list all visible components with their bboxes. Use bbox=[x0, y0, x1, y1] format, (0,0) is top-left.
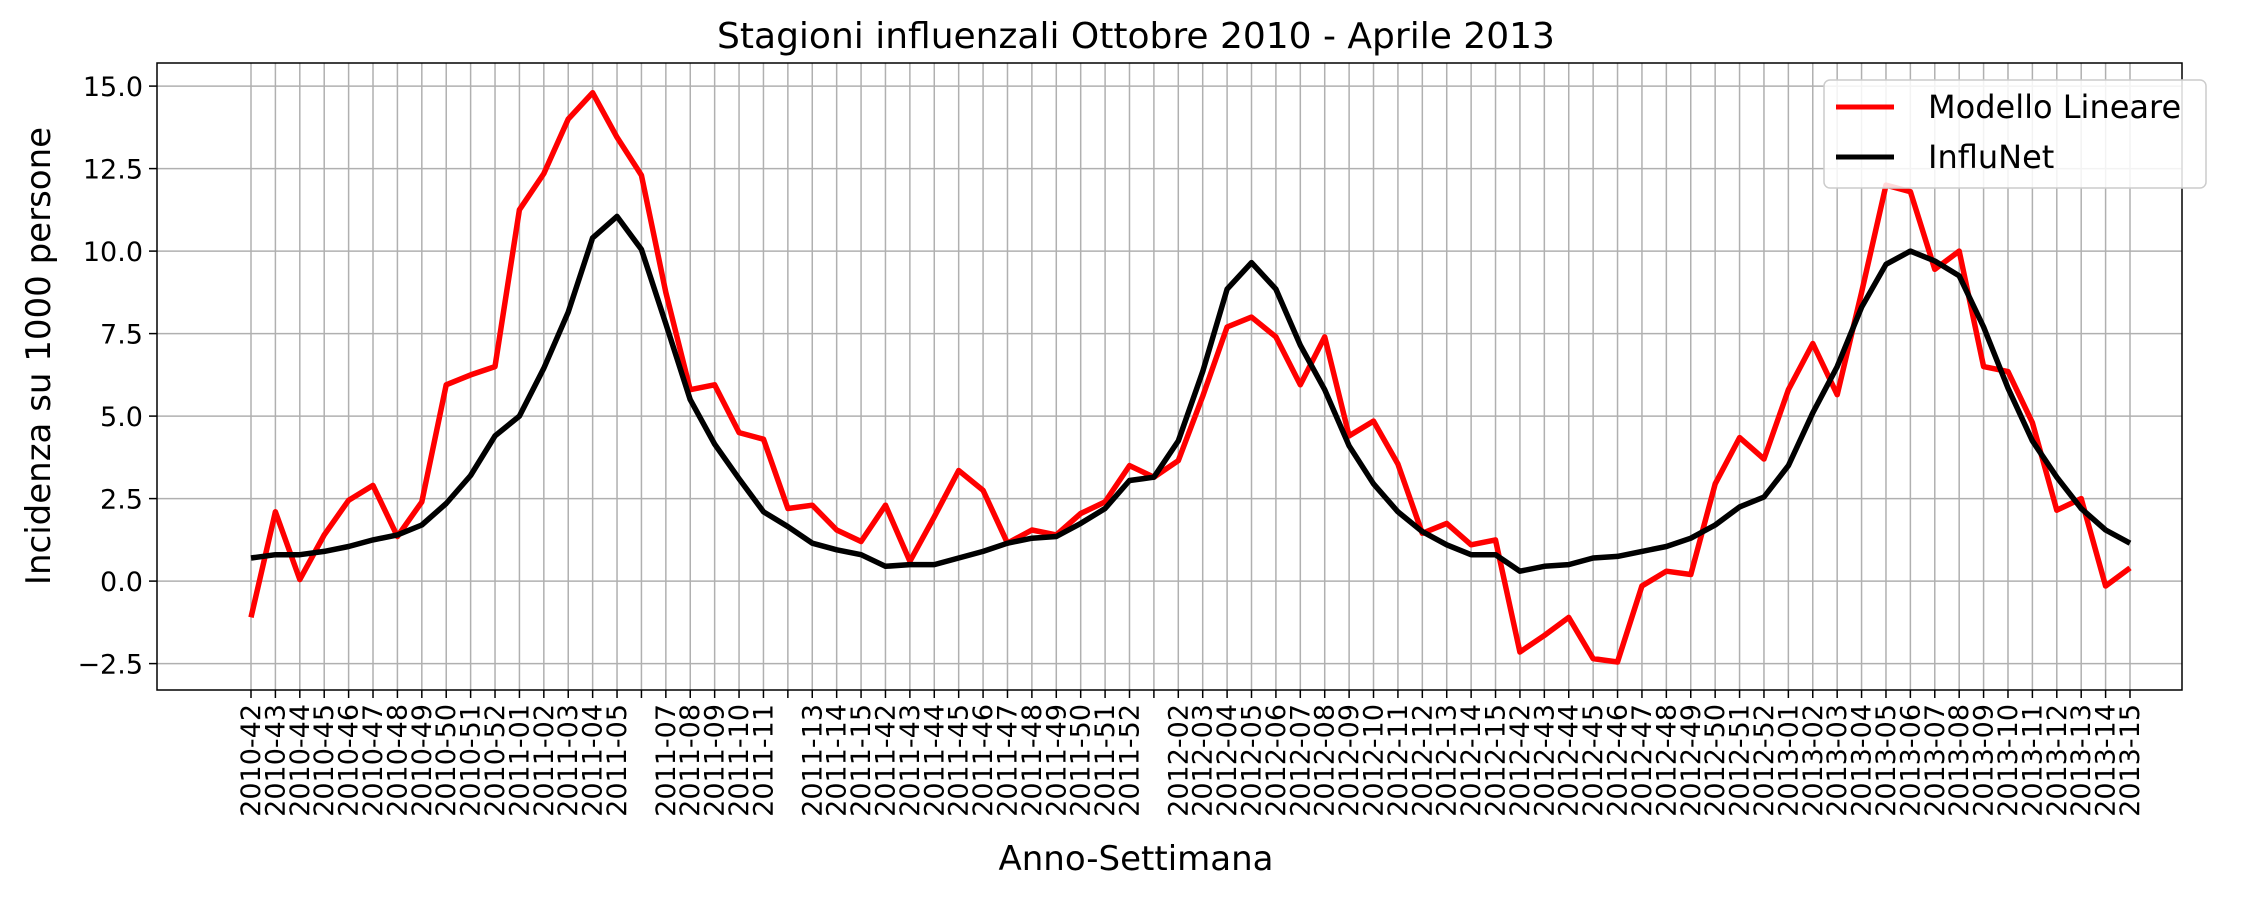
x-tick-label-2011-04: 2011-04 bbox=[578, 704, 609, 817]
x-tick-label-2011-03: 2011-03 bbox=[553, 704, 584, 817]
x-tick-label-2013-13: 2013-13 bbox=[2066, 704, 2097, 817]
series-lines bbox=[248, 89, 2132, 665]
x-tick-label-2011-02: 2011-02 bbox=[529, 704, 560, 817]
x-tick-label-2011-11: 2011-11 bbox=[748, 704, 779, 817]
x-tick-label-2011-08: 2011-08 bbox=[675, 704, 706, 817]
x-tick-label-2010-45: 2010-45 bbox=[309, 704, 340, 817]
x-tick-label-2013-04: 2013-04 bbox=[1847, 704, 1878, 817]
x-tick-label-2011-14: 2011-14 bbox=[822, 704, 853, 817]
x-tick-label-2013-11: 2013-11 bbox=[2017, 704, 2048, 817]
y-tick-label-3: 5.0 bbox=[100, 402, 143, 433]
x-tick-label-2012-02: 2012-02 bbox=[1163, 704, 1194, 817]
x-tick-label-2012-14: 2012-14 bbox=[1456, 704, 1487, 817]
x-tick-label-2011-09: 2011-09 bbox=[700, 704, 731, 817]
x-tick-label-2012-15: 2012-15 bbox=[1481, 704, 1512, 817]
y-tick-label-4: 7.5 bbox=[100, 320, 143, 351]
x-tick-label-2012-44: 2012-44 bbox=[1554, 704, 1585, 817]
plot-area-border bbox=[156, 62, 2183, 691]
x-tick-label-2012-04: 2012-04 bbox=[1212, 704, 1243, 817]
x-tick-label-2012-03: 2012-03 bbox=[1188, 704, 1219, 817]
y-axis-title: Incidenza su 1000 persone bbox=[19, 127, 59, 585]
x-tick-label-2011-15: 2011-15 bbox=[846, 704, 877, 817]
series-line-modello-lineare bbox=[248, 89, 2132, 665]
x-tick-label-2011-44: 2011-44 bbox=[919, 704, 950, 817]
x-tick-label-2012-46: 2012-46 bbox=[1603, 704, 1634, 817]
x-tick-label-2012-07: 2012-07 bbox=[1285, 704, 1316, 817]
x-tick-label-2013-10: 2013-10 bbox=[1993, 704, 2024, 817]
x-tick-label-2012-48: 2012-48 bbox=[1651, 704, 1682, 817]
x-tick-label-2012-45: 2012-45 bbox=[1578, 704, 1609, 817]
chart-title: Stagioni influenzali Ottobre 2010 - Apri… bbox=[717, 16, 1555, 57]
x-tick-label-2010-48: 2010-48 bbox=[382, 704, 413, 817]
x-tick-label-2012-42: 2012-42 bbox=[1505, 704, 1536, 817]
x-tick-label-2013-12: 2013-12 bbox=[2042, 704, 2073, 817]
x-tick-label-2010-42: 2010-42 bbox=[236, 704, 267, 817]
x-tick-label-2011-46: 2011-46 bbox=[968, 704, 999, 817]
x-tick-label-2013-14: 2013-14 bbox=[2091, 704, 2122, 817]
legend-label-modello-lineare: Modello Lineare bbox=[1928, 88, 2181, 126]
x-tick-label-2012-08: 2012-08 bbox=[1310, 704, 1341, 817]
x-tick-label-2011-05: 2011-05 bbox=[602, 704, 633, 817]
x-tick-label-2012-10: 2012-10 bbox=[1359, 704, 1390, 817]
x-tick-label-2011-49: 2011-49 bbox=[1041, 704, 1072, 817]
plot-frame bbox=[156, 62, 2183, 691]
x-tick-label-2012-43: 2012-43 bbox=[1529, 704, 1560, 817]
x-tick-label-2013-05: 2013-05 bbox=[1871, 704, 1902, 817]
x-tick-label-2011-52: 2011-52 bbox=[1114, 704, 1145, 817]
y-tick-label-0: −2.5 bbox=[77, 650, 143, 681]
x-tick-label-2013-07: 2013-07 bbox=[1920, 704, 1951, 817]
x-axis-title: Anno-Settimana bbox=[998, 839, 1273, 879]
x-tick-label-2012-51: 2012-51 bbox=[1725, 704, 1756, 817]
series-line-influnet bbox=[250, 213, 2132, 574]
x-axis-ticks: 2010-422010-432010-442010-452010-462010-… bbox=[236, 690, 2146, 817]
x-tick-label-2011-45: 2011-45 bbox=[944, 704, 975, 817]
x-tick-label-2010-52: 2010-52 bbox=[480, 704, 511, 817]
y-tick-label-1: 0.0 bbox=[100, 567, 143, 598]
x-tick-label-2012-12: 2012-12 bbox=[1407, 704, 1438, 817]
x-tick-label-2012-52: 2012-52 bbox=[1749, 704, 1780, 817]
x-tick-label-2013-08: 2013-08 bbox=[1944, 704, 1975, 817]
x-tick-label-2012-50: 2012-50 bbox=[1700, 704, 1731, 817]
x-tick-label-2011-42: 2011-42 bbox=[870, 704, 901, 817]
y-tick-label-7: 15.0 bbox=[83, 72, 143, 103]
x-tick-label-2011-10: 2011-10 bbox=[724, 704, 755, 817]
x-tick-label-2010-44: 2010-44 bbox=[285, 704, 316, 817]
y-tick-label-6: 12.5 bbox=[83, 155, 143, 186]
x-tick-label-2012-09: 2012-09 bbox=[1334, 704, 1365, 817]
x-tick-label-2013-09: 2013-09 bbox=[1969, 704, 2000, 817]
x-tick-label-2011-51: 2011-51 bbox=[1090, 704, 1121, 817]
x-tick-label-2012-13: 2012-13 bbox=[1432, 704, 1463, 817]
legend-label-influnet: InfluNet bbox=[1928, 138, 2054, 176]
x-tick-label-2011-13: 2011-13 bbox=[797, 704, 828, 817]
x-tick-label-2013-03: 2013-03 bbox=[1822, 704, 1853, 817]
x-tick-label-2011-50: 2011-50 bbox=[1066, 704, 1097, 817]
x-tick-label-2012-47: 2012-47 bbox=[1627, 704, 1658, 817]
x-tick-label-2013-02: 2013-02 bbox=[1798, 704, 1829, 817]
x-tick-label-2012-05: 2012-05 bbox=[1237, 704, 1268, 817]
x-tick-label-2011-48: 2011-48 bbox=[1017, 704, 1048, 817]
y-tick-label-5: 10.0 bbox=[83, 237, 143, 268]
x-tick-label-2010-50: 2010-50 bbox=[431, 704, 462, 817]
legend: Modello Lineare InfluNet bbox=[1823, 79, 2207, 189]
x-tick-label-2010-49: 2010-49 bbox=[407, 704, 438, 817]
x-tick-label-2013-15: 2013-15 bbox=[2115, 704, 2146, 817]
y-tick-label-2: 2.5 bbox=[100, 485, 143, 516]
x-tick-label-2012-49: 2012-49 bbox=[1676, 704, 1707, 817]
y-axis-ticks: −2.5 0.0 2.5 5.0 7.5 10.0 12.5 15.0 bbox=[77, 72, 157, 681]
x-tick-label-2013-06: 2013-06 bbox=[1895, 704, 1926, 817]
x-tick-label-2012-11: 2012-11 bbox=[1383, 704, 1414, 817]
x-tick-label-2011-01: 2011-01 bbox=[504, 704, 535, 817]
x-tick-label-2011-07: 2011-07 bbox=[651, 704, 682, 817]
x-tick-label-2011-43: 2011-43 bbox=[895, 704, 926, 817]
x-tick-label-2010-47: 2010-47 bbox=[358, 704, 389, 817]
x-tick-label-2010-46: 2010-46 bbox=[334, 704, 365, 817]
x-tick-label-2012-06: 2012-06 bbox=[1261, 704, 1292, 817]
x-tick-label-2013-01: 2013-01 bbox=[1773, 704, 1804, 817]
legend-box bbox=[1823, 79, 2207, 189]
x-tick-label-2010-51: 2010-51 bbox=[456, 704, 487, 817]
x-tick-label-2010-43: 2010-43 bbox=[260, 704, 291, 817]
x-tick-label-2011-47: 2011-47 bbox=[992, 704, 1023, 817]
